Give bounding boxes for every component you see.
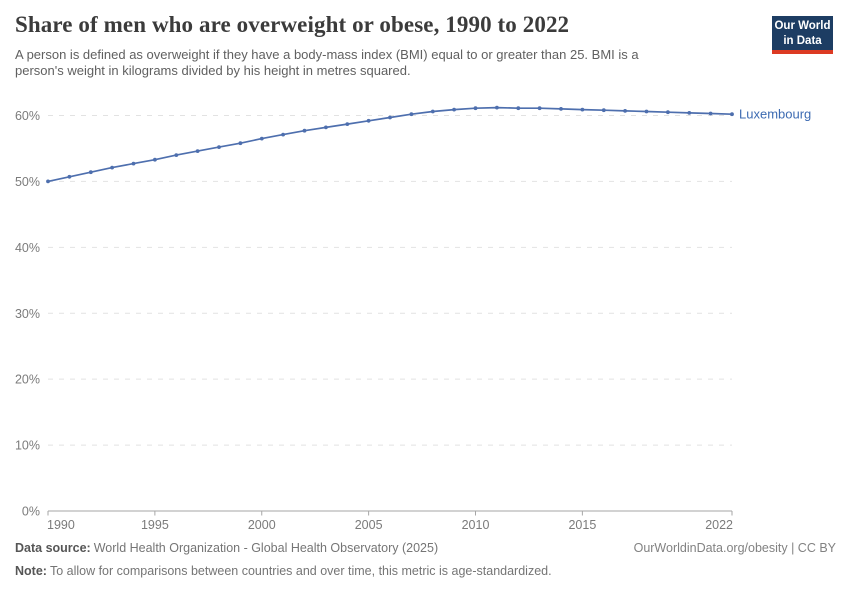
data-point[interactable] — [623, 109, 627, 113]
data-point[interactable] — [195, 149, 200, 154]
owid-logo: Our World in Data — [772, 16, 833, 55]
data-point[interactable] — [302, 128, 307, 133]
page-title: Share of men who are overweight or obese… — [15, 12, 570, 37]
data-point[interactable] — [730, 112, 734, 117]
note-line: Note: To allow for comparisons between co… — [15, 564, 552, 579]
data-point[interactable] — [217, 145, 221, 150]
data-point[interactable] — [516, 106, 521, 111]
data-point[interactable] — [281, 132, 285, 137]
data-point[interactable] — [409, 112, 414, 117]
x-tick-label: 2022 — [705, 518, 733, 532]
data-source-line: Data source: World Health Organization - … — [15, 541, 552, 556]
owid-logo-line1: Our World — [774, 20, 831, 32]
data-point[interactable] — [238, 141, 243, 146]
x-tick-label: 1995 — [141, 518, 169, 532]
data-point[interactable] — [559, 107, 563, 111]
data-point[interactable] — [430, 109, 435, 114]
x-tick-label: 2010 — [462, 518, 490, 532]
note-text: To allow for comparisons between countri… — [49, 564, 552, 578]
y-tick-label: 20% — [15, 373, 40, 387]
entity-label-luxembourg[interactable]: Luxembourg — [739, 107, 811, 122]
owid-link[interactable]: OurWorldinData.org/obesity | CC BY — [633, 541, 836, 555]
data-point[interactable] — [601, 108, 606, 113]
footer-left: Data source: World Health Organization - … — [15, 541, 552, 587]
data-point[interactable] — [110, 165, 114, 170]
data-point[interactable] — [324, 125, 328, 130]
data-point[interactable] — [708, 111, 713, 116]
data-point[interactable] — [259, 136, 264, 141]
data-point[interactable] — [495, 105, 499, 110]
data-point[interactable] — [687, 111, 692, 115]
chart-subtitle-line2: person's weight in kilograms divided by … — [15, 63, 411, 79]
chart-subtitle: A person is defined as overweight if the… — [15, 47, 760, 80]
y-tick-label: 50% — [15, 175, 40, 189]
data-point[interactable] — [131, 161, 136, 166]
data-point[interactable] — [473, 106, 478, 111]
data-point[interactable] — [153, 157, 157, 162]
y-tick-label: 30% — [15, 307, 40, 321]
data-point[interactable] — [174, 153, 179, 158]
x-tick-label: 2015 — [568, 518, 596, 532]
data-point[interactable] — [46, 179, 50, 184]
data-point[interactable] — [366, 118, 371, 123]
y-tick-label: 60% — [15, 109, 40, 123]
data-source-text: World Health Organization - Global Healt… — [93, 541, 439, 555]
data-point[interactable] — [452, 107, 456, 112]
data-point[interactable] — [666, 110, 670, 115]
y-tick-label: 0% — [22, 505, 40, 519]
owid-logo-line2: in Data — [783, 34, 822, 47]
chart-subtitle-line1: A person is defined as overweight if the… — [15, 47, 639, 62]
data-point[interactable] — [537, 106, 542, 111]
chart-footer: Data source: World Health Organization - … — [15, 541, 836, 587]
note-label: Note: — [15, 564, 47, 578]
data-point[interactable] — [67, 174, 72, 179]
data-point[interactable] — [580, 107, 585, 112]
x-tick-label: 2005 — [355, 518, 383, 532]
chart-header: Share of men who are overweight or obese… — [15, 12, 760, 80]
y-tick-label: 10% — [15, 439, 40, 453]
x-tick-label: 2000 — [248, 518, 276, 532]
data-point[interactable] — [88, 170, 93, 175]
data-source-label: Data source: — [15, 541, 91, 555]
data-point[interactable] — [345, 122, 350, 126]
data-point[interactable] — [388, 115, 392, 120]
x-tick-label: 1990 — [47, 518, 75, 532]
y-tick-label: 40% — [15, 241, 40, 255]
data-point[interactable] — [644, 109, 649, 114]
